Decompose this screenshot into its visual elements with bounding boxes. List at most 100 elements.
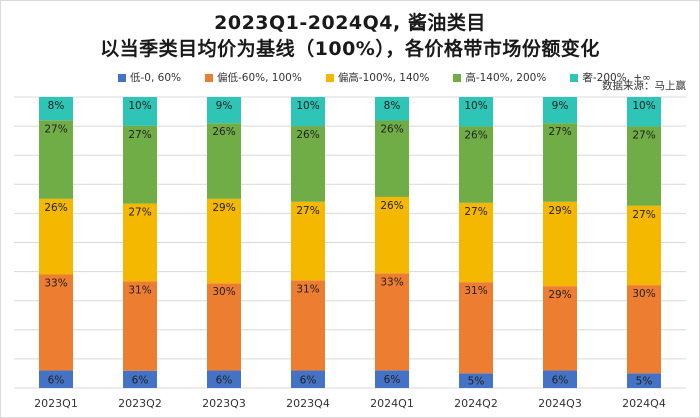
data-label: 8% [384, 100, 401, 112]
bar-segment [459, 97, 493, 127]
data-label: 27% [128, 129, 151, 141]
bar-segment [207, 283, 241, 371]
bar-segment [375, 196, 409, 274]
bar-segment [459, 202, 493, 283]
bar-segment [207, 97, 241, 124]
bar-segment [627, 205, 661, 286]
data-label: 31% [296, 283, 319, 295]
data-label: 26% [296, 129, 319, 141]
legend-label-high: 高-140%, 200% [465, 72, 547, 84]
bar-segment [375, 370, 409, 388]
bar-segment [543, 370, 577, 388]
data-label: 27% [632, 129, 655, 141]
bar-segment [39, 274, 73, 371]
chart-legend: 低-0, 60% 偏低-60%, 100% 偏高-100%, 140% 高-14… [118, 70, 651, 85]
bar-segment [543, 97, 577, 124]
bar-segment [39, 97, 73, 121]
data-label: 27% [464, 206, 487, 218]
data-label: 26% [380, 124, 403, 136]
data-label: 31% [128, 284, 151, 296]
x-tick-label: 2023Q4 [286, 397, 330, 410]
legend-swatch-mid-low [204, 73, 213, 82]
bar-segment [459, 126, 493, 203]
data-label: 10% [632, 100, 655, 112]
data-label: 29% [548, 289, 571, 301]
x-tick-label: 2023Q1 [34, 397, 78, 410]
data-label: 26% [464, 129, 487, 141]
legend-swatch-high [453, 73, 462, 82]
chart-title-line2: 以当季类目均价为基线（100%），各价格带市场份额变化 [100, 38, 600, 60]
bar-segment [627, 373, 661, 388]
legend-label-luxury: 奢-200%, +∞ [582, 72, 651, 84]
legend-item-low: 低-0, 60% [118, 70, 181, 85]
legend-label-mid-low: 偏低-60%, 100% [216, 72, 302, 84]
bar-segment [627, 97, 661, 127]
x-tick-label: 2024Q2 [454, 397, 498, 410]
data-label: 5% [468, 376, 485, 388]
bar-segment [123, 370, 157, 388]
bar-segment [291, 126, 325, 202]
x-tick-label: 2024Q4 [622, 397, 666, 410]
bar-segment [291, 280, 325, 371]
data-label: 27% [548, 126, 571, 138]
bar-segment [39, 198, 73, 275]
bar-segment [627, 285, 661, 374]
bar-segment [123, 97, 157, 126]
data-label: 26% [212, 126, 235, 138]
bar-segment [459, 373, 493, 388]
data-label: 6% [216, 374, 233, 386]
chart-title-line1: 2023Q1-2024Q4, 酱油类目 [214, 12, 486, 34]
bar-segment [207, 370, 241, 388]
legend-item-mid-low: 偏低-60%, 100% [204, 70, 302, 85]
legend-swatch-low [118, 73, 126, 82]
data-label: 10% [464, 100, 487, 112]
data-label: 5% [636, 376, 653, 388]
bar-segment [123, 281, 157, 371]
data-label: 26% [380, 200, 403, 212]
bar-segment [291, 370, 325, 388]
data-label: 29% [212, 202, 235, 214]
bar-segment [459, 282, 493, 374]
data-label: 6% [384, 374, 401, 386]
bar-segment [375, 120, 409, 197]
data-label: 6% [132, 374, 149, 386]
data-label: 8% [48, 100, 65, 112]
data-label: 27% [296, 205, 319, 217]
data-label: 27% [44, 123, 67, 135]
data-label: 6% [300, 374, 317, 386]
data-label: 30% [632, 288, 655, 300]
data-label: 9% [552, 100, 569, 112]
data-label: 27% [632, 209, 655, 221]
x-tick-label: 2023Q3 [202, 397, 246, 410]
legend-swatch-luxury [570, 73, 579, 82]
data-label: 6% [552, 374, 569, 386]
data-label: 10% [296, 100, 319, 112]
data-label: 6% [48, 374, 65, 386]
data-label: 26% [44, 202, 67, 214]
legend-item-high: 高-140%, 200% [453, 70, 546, 85]
data-label: 27% [128, 207, 151, 219]
bar-segment [543, 123, 577, 202]
legend-swatch-mid-high [325, 73, 334, 82]
bar-segment [207, 198, 241, 284]
bar-segment [627, 126, 661, 206]
data-label: 31% [464, 285, 487, 297]
data-label: 10% [128, 100, 151, 112]
bar-segment [123, 125, 157, 204]
bar-segment [123, 203, 157, 282]
data-label: 9% [216, 100, 233, 112]
source-note: 数据来源：马上赢 [602, 80, 686, 92]
x-tick-label: 2023Q2 [118, 397, 162, 410]
legend-item-luxury: 奢-200%, +∞ [570, 70, 651, 85]
data-label: 29% [548, 205, 571, 217]
bar-segment [375, 273, 409, 371]
bar-segment [291, 201, 325, 281]
data-label: 33% [380, 276, 403, 288]
data-label: 30% [212, 286, 235, 298]
data-label: 33% [44, 278, 67, 290]
bar-segment [291, 97, 325, 127]
x-tick-label: 2024Q1 [370, 397, 414, 410]
legend-label-mid-high: 偏高-100%, 140% [337, 72, 430, 84]
bar-segment [375, 97, 409, 121]
